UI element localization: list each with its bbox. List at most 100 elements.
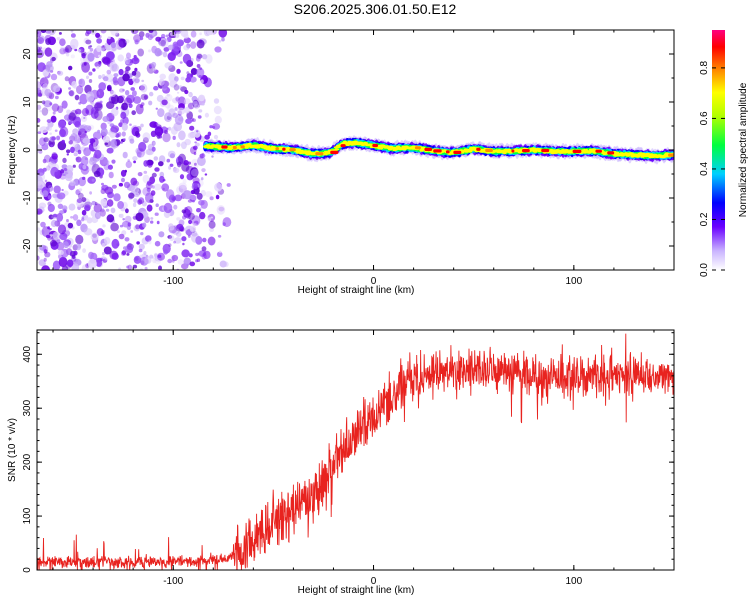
- noise-blob: [101, 184, 109, 191]
- noise-blob: [167, 258, 173, 264]
- noise-blob: [176, 223, 184, 230]
- noise-blob: [191, 200, 195, 203]
- noise-blob: [172, 259, 175, 263]
- noise-blob: [117, 54, 124, 62]
- noise-blob: [81, 52, 86, 59]
- noise-blob: [159, 37, 169, 48]
- noise-blob: [211, 155, 214, 158]
- noise-blob: [88, 71, 93, 76]
- noise-blob: [175, 30, 182, 35]
- y-tick-label: 400: [22, 345, 33, 362]
- noise-blob: [182, 178, 187, 184]
- noise-blob: [176, 91, 180, 94]
- noise-blob: [212, 126, 216, 129]
- noise-blob: [99, 209, 106, 217]
- noise-blob: [84, 130, 87, 134]
- noise-blob: [37, 62, 46, 72]
- noise-blob: [43, 257, 47, 262]
- noise-blob: [201, 54, 208, 60]
- noise-blob: [127, 159, 130, 162]
- noise-blob: [45, 64, 54, 73]
- noise-blob: [188, 219, 193, 225]
- noise-blob: [75, 234, 84, 245]
- noise-blob: [184, 98, 191, 105]
- noise-blob: [74, 48, 78, 52]
- snr-panel: -100 0 100 0 100 200 300 400 Height of straight…: [7, 329, 675, 596]
- noise-blob: [60, 46, 64, 50]
- noise-blob: [189, 76, 197, 83]
- noise-blob: [173, 84, 180, 91]
- noise-blob: [132, 75, 140, 85]
- noise-blob: [174, 76, 179, 82]
- noise-blob: [180, 141, 187, 150]
- noise-blob: [188, 212, 195, 220]
- noise-blob: [161, 80, 169, 89]
- noise-blob: [91, 200, 97, 206]
- noise-blob: [101, 47, 105, 52]
- noise-blob: [133, 34, 142, 43]
- noise-blob: [185, 76, 192, 83]
- ridge-peak: [453, 150, 462, 154]
- noise-blob: [130, 230, 134, 233]
- noise-blob: [198, 75, 202, 78]
- noise-blob: [189, 125, 195, 131]
- noise-blob: [124, 215, 132, 223]
- noise-blob: [70, 146, 75, 153]
- noise-blob: [156, 94, 164, 103]
- noise-blob: [201, 152, 205, 156]
- noise-blob: [47, 195, 52, 200]
- ridge-peak: [330, 150, 339, 154]
- noise-blob: [117, 201, 124, 209]
- noise-blob: [43, 137, 49, 143]
- noise-blob: [87, 52, 95, 62]
- noise-blob: [129, 138, 135, 144]
- noise-blob: [153, 183, 162, 191]
- noise-blob: [37, 30, 42, 38]
- noise-blob: [123, 246, 128, 250]
- noise-blob: [202, 237, 207, 243]
- noise-blob: [63, 168, 68, 171]
- noise-blob: [122, 218, 125, 221]
- noise-blob: [89, 156, 95, 162]
- noise-blob: [152, 68, 156, 72]
- noise-blob: [72, 214, 79, 221]
- noise-blob: [57, 70, 64, 76]
- noise-blob: [66, 153, 70, 156]
- noise-blob: [65, 52, 70, 57]
- ridge-peak: [668, 153, 674, 157]
- noise-blob: [155, 203, 159, 207]
- noise-blob: [134, 67, 138, 72]
- noise-blob: [79, 92, 83, 95]
- noise-blob: [169, 163, 174, 167]
- ridge-peak: [414, 146, 421, 150]
- noise-blob: [189, 261, 196, 267]
- noise-blob: [37, 104, 42, 110]
- noise-blob: [81, 61, 90, 73]
- noise-blob: [68, 87, 72, 90]
- ridge-peak: [221, 145, 228, 149]
- noise-blob: [144, 256, 152, 264]
- noise-blob: [138, 248, 143, 253]
- noise-blob: [196, 192, 203, 200]
- noise-blob: [169, 153, 175, 159]
- y-tick-label: -20: [22, 238, 33, 253]
- noise-blob: [178, 130, 186, 141]
- noise-blob: [193, 183, 198, 190]
- noise-blob: [167, 52, 176, 61]
- noise-blob: [70, 133, 78, 142]
- noise-blob: [118, 267, 121, 270]
- noise-blob: [37, 118, 41, 123]
- noise-blob: [178, 184, 187, 193]
- noise-blob: [82, 248, 86, 254]
- y-tick-label: 20: [22, 48, 33, 60]
- noise-blob: [134, 130, 140, 137]
- noise-blob: [76, 198, 83, 204]
- noise-blob: [101, 182, 104, 186]
- noise-blob: [143, 251, 147, 255]
- y-tick-label: 10: [22, 96, 33, 108]
- noise-blob: [81, 218, 85, 222]
- noise-blob: [147, 34, 153, 41]
- noise-blob: [52, 231, 61, 240]
- noise-blob: [88, 79, 93, 83]
- noise-blob: [70, 216, 74, 219]
